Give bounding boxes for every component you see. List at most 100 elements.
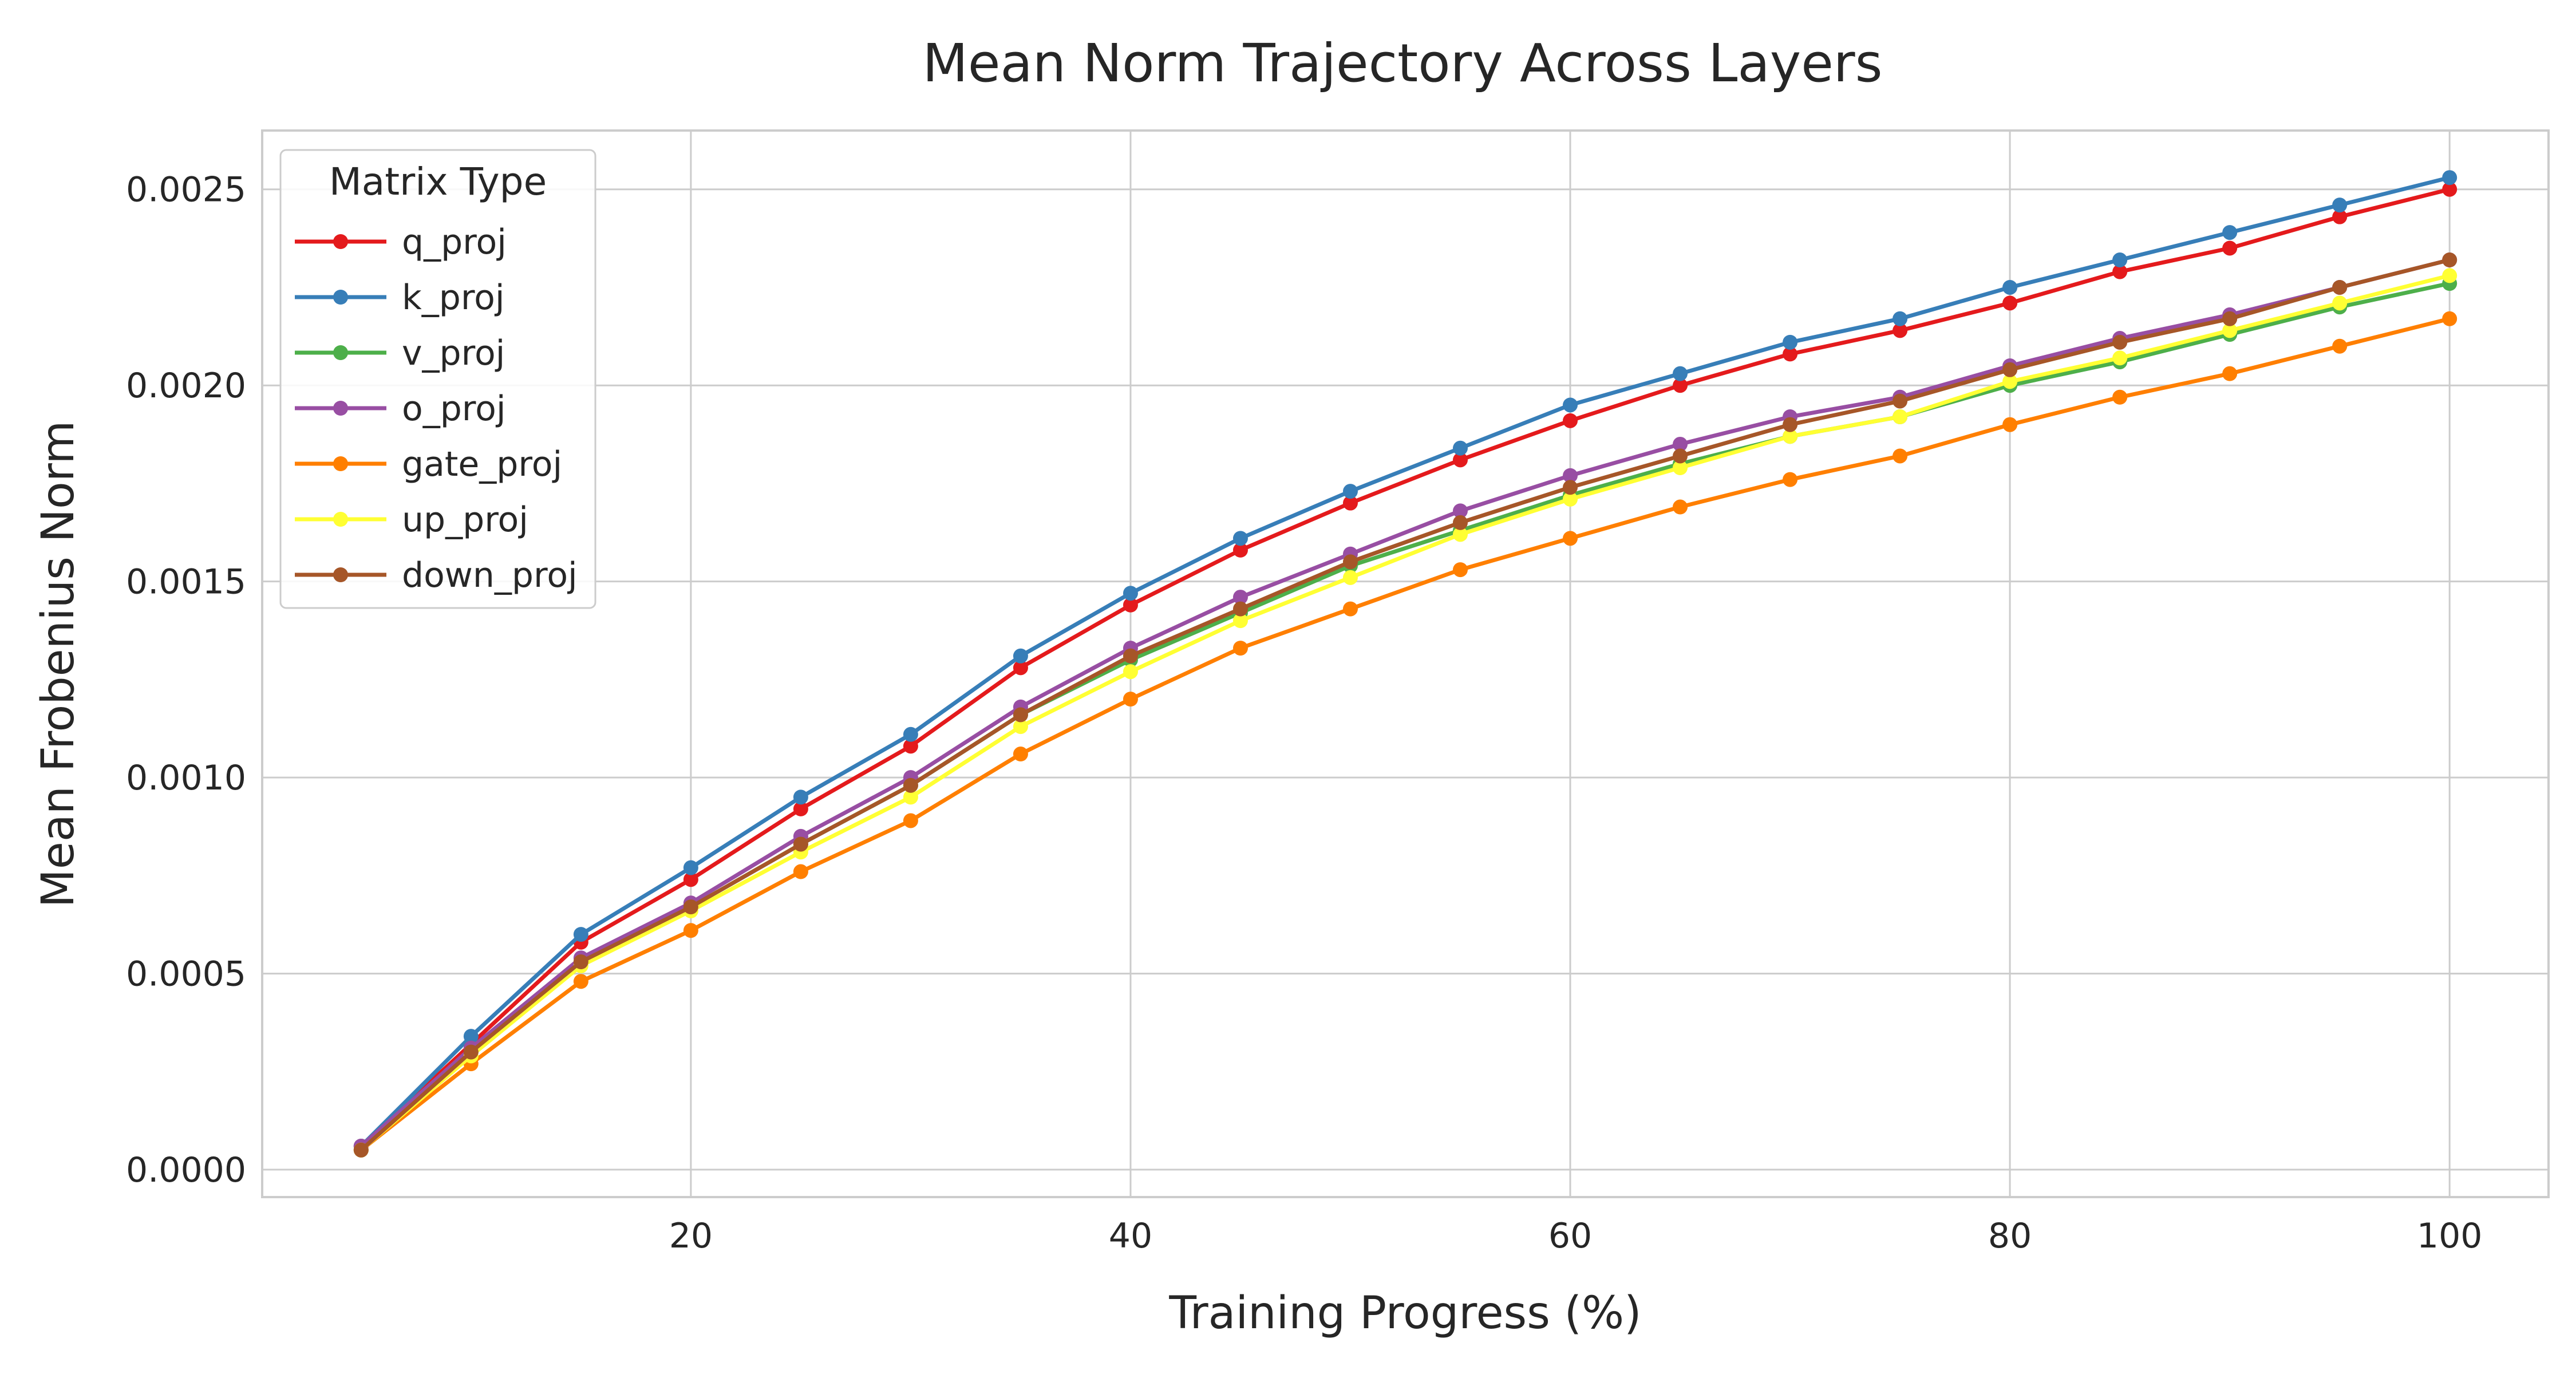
series-down_proj (353, 252, 2458, 1158)
data-point-gate_proj (1783, 472, 1798, 487)
data-point-q_proj (1013, 660, 1028, 676)
data-point-q_proj (2222, 240, 2238, 256)
data-point-k_proj (2112, 252, 2128, 268)
legend-item-gate_proj: gate_proj (295, 444, 562, 484)
grid (262, 131, 2549, 1197)
series-v_proj (353, 276, 2458, 1158)
data-point-gate_proj (1563, 531, 1578, 546)
data-point-down_proj (1893, 393, 1908, 409)
data-point-q_proj (793, 801, 808, 816)
y-tick-label: 0.0025 (126, 170, 246, 210)
data-point-o_proj (1232, 590, 1248, 605)
data-point-up_proj (2222, 323, 2238, 338)
data-point-q_proj (2002, 295, 2018, 311)
data-point-down_proj (2112, 334, 2128, 350)
series-line-o_proj (359, 258, 2451, 1148)
data-point-k_proj (2002, 279, 2018, 295)
data-point-up_proj (1453, 527, 1468, 542)
data-point-down_proj (1123, 648, 1138, 664)
x-tick-label: 100 (2417, 1216, 2483, 1256)
data-point-down_proj (1673, 448, 1688, 464)
data-point-up_proj (1123, 664, 1138, 680)
series-o_proj (353, 252, 2458, 1154)
legend-item-o_proj: o_proj (295, 389, 506, 429)
data-point-up_proj (1232, 613, 1248, 629)
data-point-q_proj (2332, 209, 2348, 224)
y-tick-label: 0.0000 (126, 1150, 246, 1190)
series-line-down_proj (359, 258, 2451, 1152)
series-line-gate_proj (359, 317, 2451, 1152)
data-point-down_proj (2442, 252, 2458, 268)
legend-marker (333, 234, 348, 249)
data-point-up_proj (2332, 295, 2348, 311)
series-q_proj (353, 181, 2458, 1154)
data-point-down_proj (463, 1044, 479, 1060)
legend-marker (333, 567, 348, 582)
series-line-v_proj (359, 281, 2450, 1152)
data-point-up_proj (1013, 719, 1028, 735)
data-point-gate_proj (793, 864, 808, 879)
legend-item-k_proj: k_proj (295, 278, 505, 318)
series-up_proj (353, 268, 2458, 1158)
data-point-down_proj (1232, 601, 1248, 617)
data-point-k_proj (1013, 648, 1028, 664)
data-point-up_proj (1342, 570, 1358, 585)
data-point-k_proj (1453, 440, 1468, 456)
series-line-q_proj (359, 187, 2451, 1148)
data-point-down_proj (1563, 480, 1578, 495)
data-point-gate_proj (1232, 641, 1248, 656)
data-point-down_proj (793, 836, 808, 852)
x-tick-label: 80 (1988, 1216, 2032, 1256)
data-point-up_proj (903, 789, 918, 805)
data-point-q_proj (683, 872, 698, 887)
data-point-down_proj (573, 954, 588, 970)
data-point-q_proj (1232, 542, 1248, 558)
data-point-gate_proj (1893, 448, 1908, 464)
legend: Matrix Type q_proj k_proj v_proj o_projgate… (279, 149, 596, 609)
legend-marker (333, 401, 348, 416)
data-point-down_proj (2002, 362, 2018, 377)
data-point-gate_proj (903, 813, 918, 828)
axes: 20 40 60 80 100 0.0000 0.0005 0.0010 0.0015 0.002… (126, 170, 2482, 1256)
data-point-k_proj (793, 789, 808, 805)
data-point-gate_proj (2332, 338, 2348, 354)
y-tick-label: 0.0020 (126, 366, 246, 406)
data-point-q_proj (1342, 495, 1358, 511)
x-tick-label: 40 (1109, 1216, 1152, 1256)
legend-label: q_proj (402, 222, 507, 262)
legend-label: k_proj (402, 278, 505, 318)
data-point-gate_proj (1013, 747, 1028, 762)
data-point-k_proj (1342, 484, 1358, 499)
legend-item-up_proj: up_proj (295, 500, 528, 540)
data-point-q_proj (1783, 346, 1798, 362)
legend-label: o_proj (402, 389, 506, 429)
data-point-up_proj (1893, 409, 1908, 424)
x-axis-label: Training Progress (%) (1168, 1288, 1641, 1339)
data-point-gate_proj (1123, 692, 1138, 707)
y-tick-label: 0.0010 (126, 758, 246, 798)
legend-label: down_proj (402, 555, 578, 595)
data-point-k_proj (1783, 334, 1798, 350)
legend-label: up_proj (402, 500, 528, 540)
legend-item-v_proj: v_proj (295, 333, 505, 373)
data-point-k_proj (1673, 366, 1688, 381)
series-gate_proj (353, 311, 2458, 1158)
data-point-down_proj (353, 1142, 369, 1158)
data-point-k_proj (1232, 531, 1248, 546)
data-point-q_proj (2112, 264, 2128, 279)
data-point-up_proj (2112, 350, 2128, 366)
x-tick-label: 20 (669, 1216, 713, 1256)
data-point-up_proj (2442, 268, 2458, 283)
data-point-gate_proj (683, 923, 698, 938)
data-point-gate_proj (573, 974, 588, 989)
data-point-down_proj (683, 899, 698, 915)
legend-marker (333, 345, 348, 360)
y-axis-label: Mean Frobenius Norm (33, 421, 84, 908)
series-line-up_proj (359, 274, 2451, 1152)
data-point-down_proj (1342, 554, 1358, 570)
data-point-o_proj (1563, 468, 1578, 483)
data-point-down_proj (1013, 707, 1028, 722)
legend-marker (333, 456, 348, 471)
